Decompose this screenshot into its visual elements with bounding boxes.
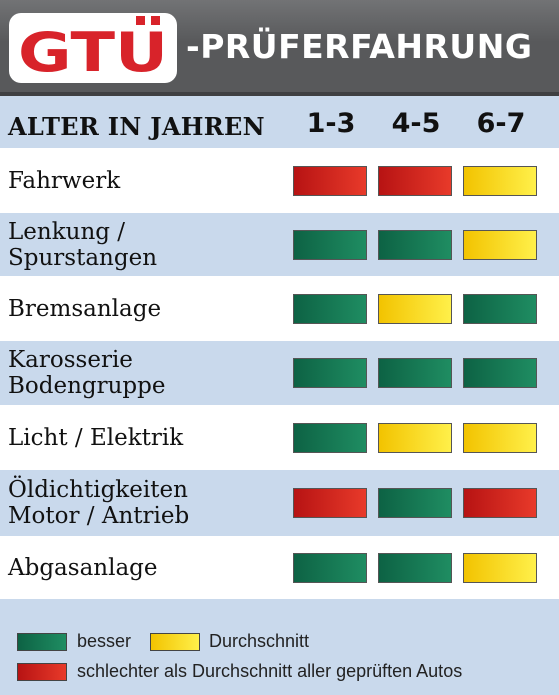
row-label: Lenkung / xyxy=(8,219,126,245)
gtu-logo-mark: GTU xyxy=(18,16,168,83)
table-row: Karosserie Bodengruppe xyxy=(0,341,559,405)
legend-label-durchschnitt: Durchschnitt xyxy=(209,631,310,651)
rating-cell-gruen xyxy=(293,230,367,260)
row-label: Öldichtigkeiten xyxy=(8,477,188,503)
row-label: Karosserie xyxy=(8,347,133,373)
legend-label-schlechter: schlechter als Durchschnitt aller geprüf… xyxy=(77,661,463,681)
rating-cell-gruen xyxy=(463,358,537,388)
rating-cell-gruen xyxy=(293,358,367,388)
table-row: Fahrwerk xyxy=(0,148,559,213)
rating-cell-rot xyxy=(463,488,537,518)
page-title: -PRÜFERFAHRUNG xyxy=(186,27,533,66)
rating-cell-gruen xyxy=(378,553,452,583)
column-label: 4-5 xyxy=(391,108,441,139)
table-row: Abgasanlage xyxy=(0,536,559,599)
rating-cell-gelb xyxy=(463,553,537,583)
column-label: 1-3 xyxy=(306,108,356,139)
rating-cell-gruen xyxy=(378,230,452,260)
table-row: Licht / Elektrik xyxy=(0,405,559,470)
rating-cell-gruen xyxy=(293,553,367,583)
column-header-label: ALTER IN JAHREN xyxy=(8,112,265,141)
rating-cell-gelb xyxy=(463,230,537,260)
row-label: Motor / Antrieb xyxy=(8,503,190,529)
rating-cell-gelb xyxy=(463,166,537,196)
row-label: Abgasanlage xyxy=(8,555,158,581)
row-label: Fahrwerk xyxy=(8,168,121,194)
row-label: Bremsanlage xyxy=(8,296,162,322)
rating-cell-gruen xyxy=(378,488,452,518)
table-row: Lenkung / Spurstangen xyxy=(0,213,559,276)
header-bar: GTU -PRÜFERFAHRUNG xyxy=(0,0,559,96)
column-header-row: ALTER IN JAHREN 1-3 4-5 6-7 xyxy=(0,106,559,146)
rating-cell-rot xyxy=(293,166,367,196)
rating-cell-gruen xyxy=(378,358,452,388)
rating-cell-rot xyxy=(293,488,367,518)
rating-cell-gelb xyxy=(378,423,452,453)
legend-swatch-durchschnitt xyxy=(150,633,200,651)
row-label: Licht / Elektrik xyxy=(8,425,184,451)
rating-cell-gelb xyxy=(378,294,452,324)
legend-label-besser: besser xyxy=(77,631,132,651)
rating-cell-gruen xyxy=(293,294,367,324)
column-label: 6-7 xyxy=(476,108,526,139)
rating-cell-gelb xyxy=(463,423,537,453)
rating-cell-rot xyxy=(378,166,452,196)
legend-swatch-besser xyxy=(17,633,67,651)
gtu-logo: GTU xyxy=(9,13,177,83)
table-row: Öldichtigkeiten Motor / Antrieb xyxy=(0,470,559,536)
legend-swatch-schlechter xyxy=(17,663,67,681)
rating-cell-gruen xyxy=(463,294,537,324)
row-label: Spurstangen xyxy=(8,245,158,271)
row-label: Bodengruppe xyxy=(8,373,166,399)
svg-text:GTU: GTU xyxy=(18,21,168,83)
table-row: Bremsanlage xyxy=(0,276,559,341)
rating-cell-gruen xyxy=(293,423,367,453)
